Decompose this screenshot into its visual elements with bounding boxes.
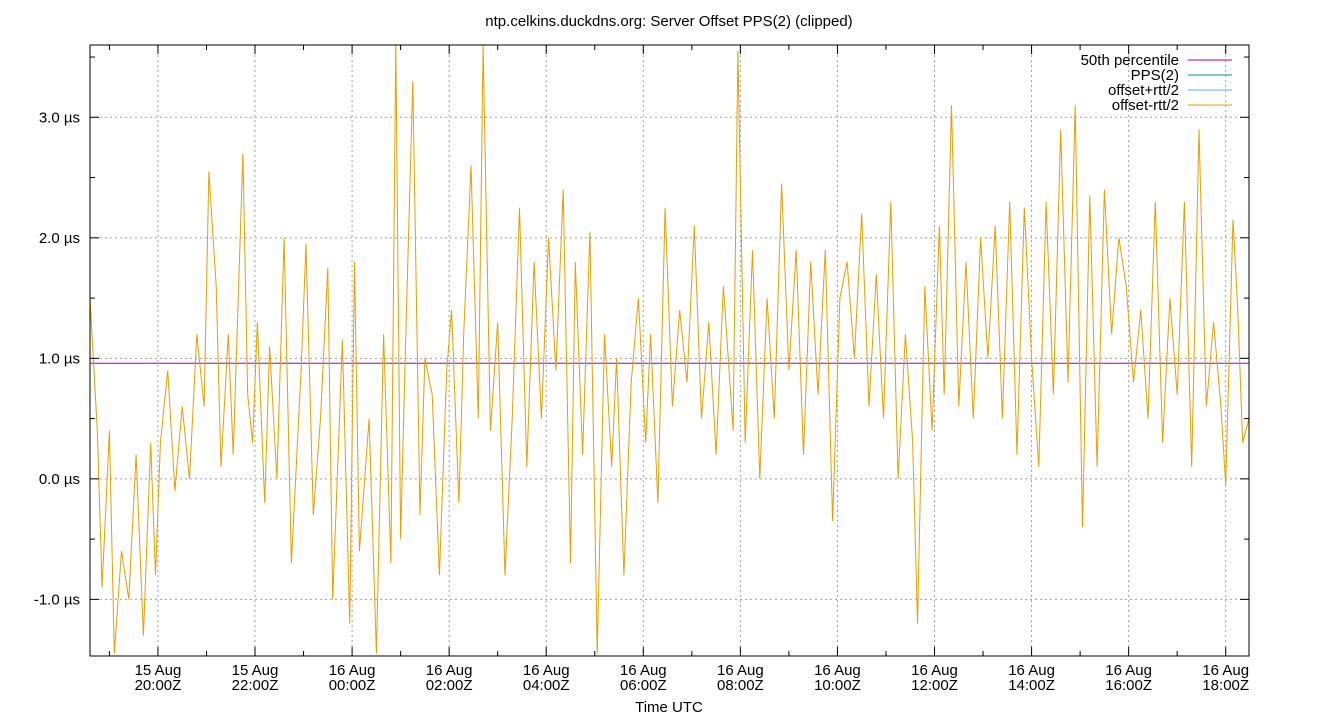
x-tick-label-date: 16 Aug: [620, 662, 667, 679]
x-tick-label-date: 16 Aug: [426, 662, 473, 679]
series-line-offset-rtt-2: [90, 45, 1249, 654]
x-tick-label-date: 16 Aug: [814, 662, 861, 679]
plot-border: [89, 44, 1250, 657]
x-tick-label-time: 18:00Z: [1202, 677, 1249, 694]
x-tick-label-date: 16 Aug: [1105, 662, 1152, 679]
x-tick-label-time: 12:00Z: [911, 677, 958, 694]
x-tick-label-time: 10:00Z: [814, 677, 861, 694]
x-tick-label-time: 02:00Z: [426, 677, 473, 694]
x-axis-label: Time UTC: [635, 699, 703, 716]
x-tick-label-date: 16 Aug: [717, 662, 764, 679]
legend-label: 50th percentile: [1081, 52, 1179, 69]
y-tick-label: -1.0 µs: [34, 591, 80, 608]
y-tick-label: 2.0 µs: [39, 230, 80, 247]
legend: 50th percentilePPS(2)offset+rtt/2offset-…: [1081, 52, 1232, 114]
y-tick-label: 0.0 µs: [39, 471, 80, 488]
x-tick-label-date: 16 Aug: [1008, 662, 1055, 679]
y-tick-label: 1.0 µs: [39, 350, 80, 367]
x-tick-label-time: 22:00Z: [232, 677, 279, 694]
x-tick-label-time: 06:00Z: [620, 677, 667, 694]
x-tick-label-time: 08:00Z: [717, 677, 764, 694]
plot-area: [90, 45, 1249, 654]
x-tick-label-time: 16:00Z: [1105, 677, 1152, 694]
legend-label: offset-rtt/2: [1112, 97, 1179, 114]
x-tick-label-time: 20:00Z: [135, 677, 182, 694]
y-tick-label: 3.0 µs: [39, 109, 80, 126]
x-tick-label-time: 00:00Z: [329, 677, 376, 694]
x-tick-label-date: 15 Aug: [232, 662, 279, 679]
grid: [90, 45, 1249, 656]
legend-label: PPS(2): [1131, 67, 1179, 84]
x-tick-label-time: 14:00Z: [1008, 677, 1055, 694]
x-tick-label-time: 04:00Z: [523, 677, 570, 694]
chart-title: ntp.celkins.duckdns.org: Server Offset P…: [485, 13, 852, 30]
x-tick-label-date: 15 Aug: [135, 662, 182, 679]
x-tick-label-date: 16 Aug: [329, 662, 376, 679]
x-tick-label-date: 16 Aug: [911, 662, 958, 679]
legend-label: offset+rtt/2: [1108, 82, 1179, 99]
x-tick-label-date: 16 Aug: [1202, 662, 1249, 679]
x-tick-label-date: 16 Aug: [523, 662, 570, 679]
